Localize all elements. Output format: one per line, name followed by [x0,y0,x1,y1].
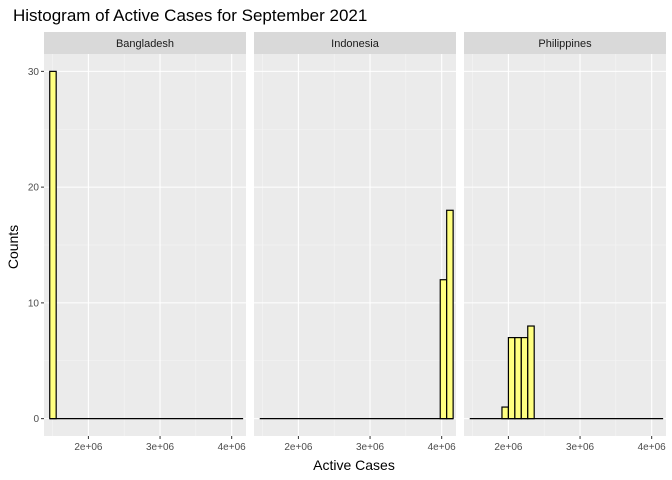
histogram-bar [501,406,510,420]
facet-strip [464,32,666,54]
histogram-bar [49,70,57,420]
y-axis: 0 10 20 30 [28,67,44,425]
x-tick-label: 4e+06 [218,442,247,453]
x-tick-label: 2e+06 [74,442,103,453]
facet-strip [254,32,456,54]
histogram-bar [520,337,529,420]
x-tick-label: 4e+06 [638,442,667,453]
facet-panel-bangladesh: Bangladesh 2e+06 3e+06 4e+06 [44,32,246,453]
facet-panels: Bangladesh 2e+06 3e+06 4e+06 Indonesia 2e+06 3… [44,32,666,453]
y-tick-label: 10 [28,298,40,309]
x-axis-title: Active Cases [313,457,395,473]
histogram-bar [439,279,448,420]
facet-strip-label: Philippines [538,38,592,50]
facet-panel-philippines: Philippines 2e+06 3e+06 4e+06 [464,32,666,453]
x-tick-label: 3e+06 [566,442,595,453]
y-tick-label: 30 [28,67,40,78]
histogram-bar [446,209,454,420]
facet-strip-label: Indonesia [331,38,380,50]
x-tick-label: 4e+06 [428,442,457,453]
histogram-bar [527,325,535,420]
facet-strip [44,32,246,54]
y-axis-title: Counts [5,225,21,269]
histogram-bar [507,337,516,420]
chart-title: Histogram of Active Cases for September … [13,6,367,25]
facet-panel-indonesia: Indonesia 2e+06 3e+06 4e+06 [254,32,456,453]
x-tick-label: 3e+06 [356,442,385,453]
facet-strip-label: Bangladesh [116,38,174,50]
histogram-bar [514,337,522,420]
x-tick-label: 2e+06 [494,442,523,453]
x-tick-label: 3e+06 [146,442,175,453]
y-tick-label: 0 [33,414,39,425]
y-tick-label: 20 [28,183,40,194]
x-tick-label: 2e+06 [284,442,313,453]
